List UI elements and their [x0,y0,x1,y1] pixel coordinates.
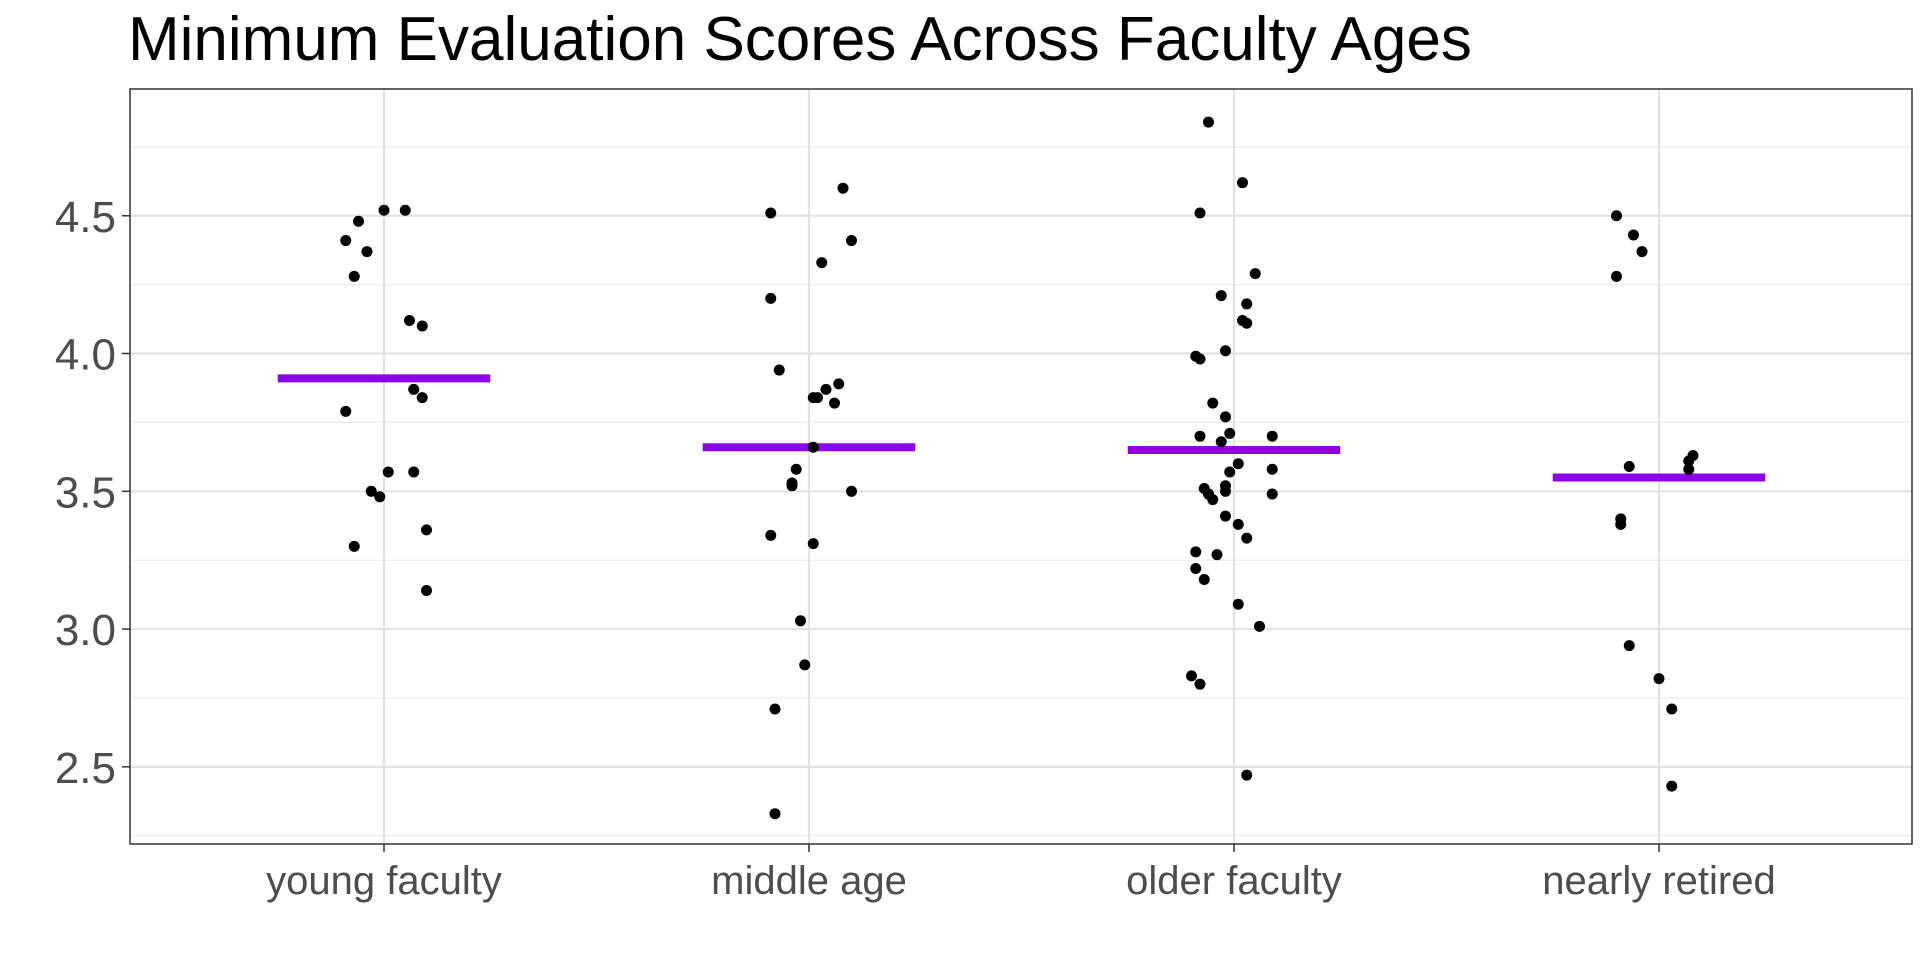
data-point [421,584,432,596]
data-point [1211,549,1223,561]
data-point [1215,290,1227,302]
data-point [1266,488,1278,500]
data-point [408,466,420,478]
data-point [769,703,781,715]
data-point [1611,270,1622,282]
data-point [1190,546,1202,558]
plot-panel-border [129,88,1913,845]
axes: 2.5 3.0 3.5 4.0 4.5 young faculty middle age ol… [55,193,1776,903]
data-point [1623,461,1635,472]
data-point [1611,210,1622,222]
x-tick-label: middle age [711,859,907,903]
data-point [816,257,828,269]
data-point [833,378,845,390]
data-point [807,441,819,453]
data-point [790,463,802,475]
data-point [1190,562,1202,574]
data-points [340,116,1699,820]
chart-title: Minimum Evaluation Scores Across Faculty… [128,5,1472,74]
data-point [1683,455,1695,467]
y-tick-label: 4.0 [55,331,116,380]
data-point [786,480,798,492]
data-point [1241,769,1253,781]
data-point [1220,485,1231,497]
data-point [1207,397,1219,409]
y-tick-label: 3.5 [55,468,116,517]
data-point [765,529,777,541]
data-point [1623,640,1635,652]
data-point [1215,436,1227,448]
x-tick-label: nearly retired [1542,859,1775,903]
data-point [1224,427,1236,439]
data-point [765,207,777,219]
data-point [361,246,373,258]
y-tick-label: 4.5 [55,193,116,242]
data-point [1232,598,1244,610]
data-point [416,392,428,404]
data-point [340,235,352,247]
data-point [1241,298,1253,310]
data-point [829,397,840,409]
data-point [1207,494,1219,506]
data-point [1194,678,1206,690]
data-point [374,491,386,503]
data-point [1628,229,1639,241]
data-point [1237,177,1248,189]
data-point [416,320,428,332]
data-point [348,540,360,552]
data-point [795,615,806,627]
data-point [1220,510,1231,522]
data-point [399,204,411,216]
plot-panel-background [130,89,1912,844]
data-point [1232,458,1244,470]
y-tick-label: 2.5 [55,744,116,793]
data-point [1194,207,1206,219]
data-point [1241,317,1253,329]
data-point [1615,518,1627,530]
data-point [1220,345,1231,357]
data-point [799,659,811,671]
data-point [1666,780,1678,792]
data-point [1241,532,1253,544]
data-point [1232,518,1244,530]
data-point [846,235,857,247]
data-point [353,215,364,227]
data-point [846,485,857,497]
x-tick-label: older faculty [1126,859,1342,903]
data-point [404,314,415,326]
data-point [820,383,832,395]
data-point [382,466,394,478]
data-point [773,364,785,376]
data-point [1636,246,1648,258]
x-tick-label: young faculty [266,859,502,903]
data-point [340,405,352,417]
data-point [1266,463,1278,475]
data-point [1198,573,1210,585]
data-point [812,392,823,404]
data-point [769,808,781,820]
data-point [348,270,360,282]
data-point [408,383,420,395]
data-point [837,182,849,194]
data-point [1254,620,1265,632]
data-point [1194,430,1206,442]
data-point [1666,703,1678,715]
data-point [1683,463,1695,475]
data-point [1266,430,1278,442]
data-point [1186,670,1197,682]
data-point [765,292,777,304]
data-point [1653,673,1665,685]
data-point [378,204,390,216]
data-point [1203,116,1214,128]
data-point [807,538,819,550]
data-point [1249,268,1261,280]
data-point [421,524,432,536]
data-point [1220,411,1231,423]
y-tick-label: 3.0 [55,606,116,655]
data-point [1224,466,1236,478]
data-point [365,485,377,497]
data-point [1194,353,1206,365]
